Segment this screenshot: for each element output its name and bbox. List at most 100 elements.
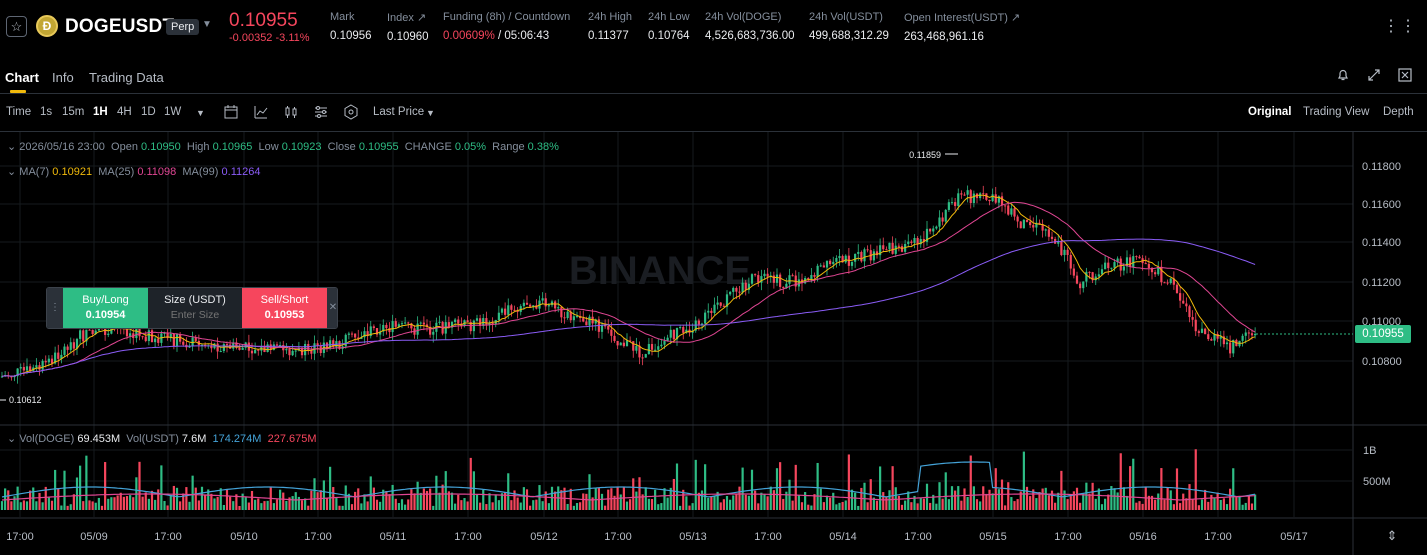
candle-body bbox=[316, 343, 319, 346]
tab-chart[interactable]: Chart bbox=[5, 70, 39, 85]
view-trading-view[interactable]: Trading View bbox=[1303, 106, 1370, 118]
volume-bar bbox=[847, 454, 850, 510]
vol-collapse-chevron-icon[interactable]: ⌄ bbox=[7, 433, 17, 445]
index-price-stat[interactable]: Index ↗ 0.10960 bbox=[387, 12, 429, 43]
volume-bar bbox=[169, 494, 172, 510]
more-options-icon[interactable]: ⋮⋮ bbox=[1383, 18, 1417, 35]
settings-sliders-icon[interactable] bbox=[313, 104, 329, 120]
volume-bar bbox=[1116, 492, 1119, 510]
volume-bar bbox=[379, 501, 382, 510]
candlestick-chart-svg[interactable]: 0.118000.116000.114000.112000.110000.108… bbox=[0, 132, 1427, 555]
volume-bar bbox=[1047, 495, 1050, 510]
symbol-dropdown-chevron-icon[interactable]: ▼ bbox=[202, 19, 212, 30]
candle-body bbox=[497, 312, 500, 321]
candle-body bbox=[135, 325, 138, 339]
chart-area[interactable]: 0.11800 0.11600 0.11400 0.11200 0.11000 0.108… bbox=[0, 132, 1427, 555]
volume-bar bbox=[29, 490, 32, 510]
candle-collapse-chevron-icon[interactable]: ⌄ bbox=[7, 141, 17, 153]
candle-body bbox=[513, 309, 516, 311]
volume-bar bbox=[1241, 504, 1244, 510]
price-source-chevron-icon[interactable]: ▼ bbox=[426, 108, 435, 118]
candle-body bbox=[629, 340, 632, 342]
volume-bar bbox=[413, 493, 416, 510]
indicators-icon[interactable] bbox=[253, 104, 269, 120]
candle-body bbox=[1129, 257, 1132, 268]
candle-body bbox=[1100, 269, 1104, 275]
volume-bar bbox=[613, 495, 616, 510]
volume-bar bbox=[575, 503, 579, 510]
candle-body bbox=[991, 194, 994, 202]
view-depth[interactable]: Depth bbox=[1383, 106, 1414, 118]
volume-bar bbox=[757, 503, 760, 510]
volume-bar bbox=[129, 495, 132, 510]
interval-4h[interactable]: 4H bbox=[117, 106, 132, 118]
binance-watermark: BINANCE bbox=[569, 249, 751, 293]
interval-1s[interactable]: 1s bbox=[40, 106, 53, 118]
interval-1h[interactable]: 1H bbox=[93, 106, 108, 118]
candle-body bbox=[816, 265, 819, 277]
hexagon-settings-icon[interactable] bbox=[343, 104, 359, 120]
volume-bar bbox=[685, 496, 688, 510]
candle-body bbox=[225, 344, 229, 346]
volume-bar bbox=[922, 498, 925, 510]
volume-bar bbox=[147, 498, 150, 510]
candle-body bbox=[10, 376, 13, 378]
volume-bar bbox=[350, 504, 354, 510]
volume-bar bbox=[1213, 498, 1216, 510]
ma-collapse-chevron-icon[interactable]: ⌄ bbox=[7, 166, 17, 178]
volume-bar bbox=[485, 504, 488, 510]
sell-short-button[interactable]: Sell/Short 0.10953 bbox=[242, 288, 327, 328]
time-axis-label: 05/10 bbox=[230, 531, 258, 543]
candle-body bbox=[332, 340, 335, 348]
candle-body bbox=[363, 331, 366, 338]
close-panel-icon[interactable] bbox=[1398, 68, 1412, 82]
tab-info[interactable]: Info bbox=[52, 70, 74, 85]
volume-bar bbox=[150, 490, 154, 510]
expand-icon[interactable] bbox=[1367, 68, 1381, 82]
volume-bar bbox=[35, 501, 38, 510]
volume-bar bbox=[322, 480, 325, 510]
candle-body bbox=[1041, 224, 1044, 231]
candle-body bbox=[1075, 275, 1079, 284]
candle-body bbox=[72, 342, 75, 349]
volume-bar bbox=[785, 491, 788, 510]
buy-long-button[interactable]: Buy/Long 0.10954 bbox=[63, 288, 148, 328]
scale-toggle-icon: ⇕ bbox=[1387, 528, 1398, 543]
interval-1w[interactable]: 1W bbox=[164, 106, 182, 118]
interval-15m[interactable]: 15m bbox=[62, 106, 85, 118]
volume-bar bbox=[88, 500, 91, 510]
volume-bar bbox=[247, 502, 250, 510]
interval-1d[interactable]: 1D bbox=[141, 106, 156, 118]
volume-bar bbox=[454, 503, 457, 510]
volume-bar bbox=[1063, 490, 1066, 510]
candle-body bbox=[529, 304, 532, 307]
candle-body bbox=[966, 190, 969, 195]
size-input[interactable] bbox=[155, 309, 235, 321]
volume-bar bbox=[1163, 499, 1166, 510]
tab-trading-data[interactable]: Trading Data bbox=[89, 70, 164, 85]
volume-bar bbox=[1169, 490, 1172, 510]
symbol-name[interactable]: DOGEUSDT bbox=[65, 16, 175, 37]
drag-handle-icon[interactable]: ⋮ bbox=[47, 288, 63, 328]
candle-body bbox=[41, 360, 44, 370]
volume-bar bbox=[232, 501, 235, 510]
close-widget-icon[interactable]: ✕ bbox=[327, 288, 337, 328]
candle-body bbox=[647, 344, 650, 355]
calendar-icon[interactable] bbox=[223, 104, 239, 120]
candle-body bbox=[750, 274, 754, 284]
open-interest-stat[interactable]: Open Interest(USDT) ↗ 263,468,961.16 bbox=[904, 12, 1021, 43]
volume-bar bbox=[966, 497, 969, 510]
bell-icon[interactable] bbox=[1336, 68, 1350, 82]
chart-type-candles-icon[interactable] bbox=[283, 104, 299, 120]
candle-body bbox=[150, 330, 154, 343]
price-source-select[interactable]: Last Price bbox=[373, 106, 425, 118]
volume-bar bbox=[429, 488, 432, 510]
view-original[interactable]: Original bbox=[1248, 106, 1292, 118]
candle-body bbox=[22, 367, 25, 371]
interval-dropdown-chevron-icon[interactable]: ▼ bbox=[196, 108, 205, 118]
volume-bar bbox=[1125, 495, 1129, 510]
favorite-star-icon[interactable]: ☆ bbox=[6, 16, 27, 37]
candle-body bbox=[1107, 262, 1110, 269]
candle-body bbox=[547, 305, 550, 307]
volume-bar bbox=[110, 497, 113, 510]
